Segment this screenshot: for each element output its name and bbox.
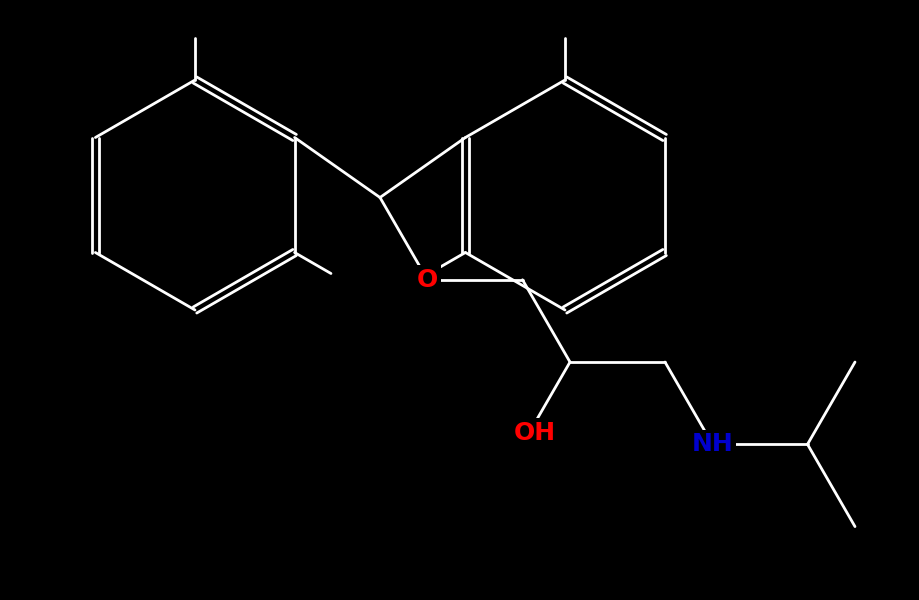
Text: O: O: [417, 268, 438, 292]
Text: NH: NH: [692, 433, 733, 457]
Text: OH: OH: [514, 421, 556, 445]
